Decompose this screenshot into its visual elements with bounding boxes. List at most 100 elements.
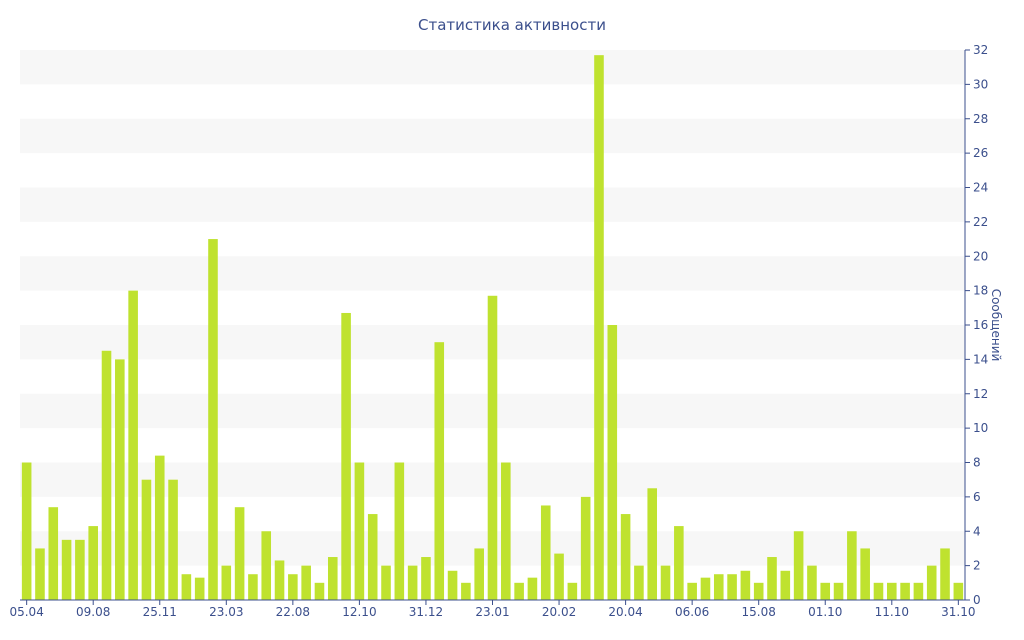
bar	[833, 582, 844, 600]
bar	[687, 582, 697, 600]
bar	[301, 565, 311, 601]
bar	[461, 582, 471, 600]
bar	[274, 560, 285, 600]
bar	[860, 548, 870, 600]
bar	[61, 539, 72, 600]
x-tick-label: 05.04	[9, 605, 43, 619]
bar	[953, 582, 964, 600]
bar	[434, 342, 445, 600]
bar	[727, 574, 737, 600]
bar	[447, 570, 458, 600]
y-tick-label: 26	[973, 146, 988, 160]
y-tick-label: 24	[973, 181, 988, 195]
bar	[634, 565, 644, 601]
x-tick-label: 23.03	[209, 605, 243, 619]
y-tick-label: 8	[973, 456, 981, 470]
bar	[913, 582, 924, 600]
x-tick-label: 15.08	[742, 605, 776, 619]
bar	[501, 462, 511, 600]
bar	[48, 507, 59, 600]
bar	[740, 570, 751, 600]
bar	[926, 565, 937, 601]
bar	[780, 570, 791, 600]
background-band	[20, 50, 965, 85]
bar	[367, 514, 378, 600]
bar	[394, 462, 405, 600]
bar	[115, 359, 125, 601]
bar	[540, 505, 551, 600]
y-tick-label: 30	[973, 77, 988, 91]
bar	[807, 565, 817, 601]
x-axis-ticks: 05.04 09.08 25.11 23.03 22.08 12.10 31.12 23.01…	[9, 600, 976, 619]
bar	[647, 488, 658, 600]
bar	[421, 557, 431, 600]
bar	[514, 582, 524, 600]
bar	[594, 55, 604, 601]
bar	[753, 582, 764, 600]
bars-group	[21, 55, 964, 601]
bar	[767, 557, 777, 600]
bar	[21, 462, 32, 600]
y-tick-label: 12	[973, 387, 988, 401]
bar	[75, 539, 85, 600]
y-tick-label: 6	[973, 490, 981, 504]
bar	[168, 479, 178, 600]
y-tick-label: 22	[973, 215, 988, 229]
bar	[554, 553, 564, 600]
y-tick-label: 16	[973, 318, 988, 332]
y-tick-label: 4	[973, 524, 981, 538]
bar	[487, 295, 498, 600]
y-tick-label: 10	[973, 421, 988, 435]
y-tick-label: 32	[973, 43, 988, 57]
x-tick-label: 31.12	[409, 605, 443, 619]
bar	[88, 526, 98, 600]
y-tick-label: 28	[973, 112, 988, 126]
bar	[35, 548, 45, 600]
bar	[314, 582, 325, 600]
bar	[194, 577, 205, 600]
bar	[474, 548, 484, 600]
background-band	[20, 256, 965, 291]
bar	[248, 574, 258, 600]
bar	[327, 557, 338, 600]
bar	[873, 582, 884, 600]
bar	[101, 350, 112, 600]
bar	[847, 531, 857, 600]
bar	[341, 312, 351, 600]
y-axis-label: Сообщений	[989, 289, 1003, 362]
bar	[354, 462, 365, 600]
bar	[234, 507, 245, 600]
bar	[820, 582, 831, 600]
bar	[407, 565, 418, 601]
bar	[607, 325, 618, 600]
bar	[141, 479, 152, 600]
x-tick-label: 20.04	[608, 605, 642, 619]
bar	[793, 531, 804, 600]
bar	[381, 565, 391, 601]
y-tick-label: 14	[973, 352, 988, 366]
bar	[527, 577, 538, 600]
y-tick-label: 0	[973, 593, 981, 607]
x-tick-label: 09.08	[76, 605, 110, 619]
bar	[128, 290, 138, 601]
bar	[900, 582, 910, 600]
y-tick-label: 20	[973, 249, 988, 263]
bar	[674, 526, 684, 600]
bar	[700, 577, 711, 600]
bar	[288, 574, 298, 600]
bar	[620, 514, 631, 600]
background-band	[20, 187, 965, 222]
x-tick-label: 01.10	[808, 605, 842, 619]
bar	[567, 582, 578, 600]
x-tick-label: 06.06	[675, 605, 709, 619]
x-tick-label: 11.10	[875, 605, 909, 619]
x-tick-label: 12.10	[342, 605, 376, 619]
bar	[181, 574, 192, 600]
y-tick-label: 2	[973, 559, 981, 573]
bar	[261, 531, 272, 600]
bar	[221, 565, 232, 601]
bar	[887, 582, 897, 600]
bar	[660, 565, 671, 601]
